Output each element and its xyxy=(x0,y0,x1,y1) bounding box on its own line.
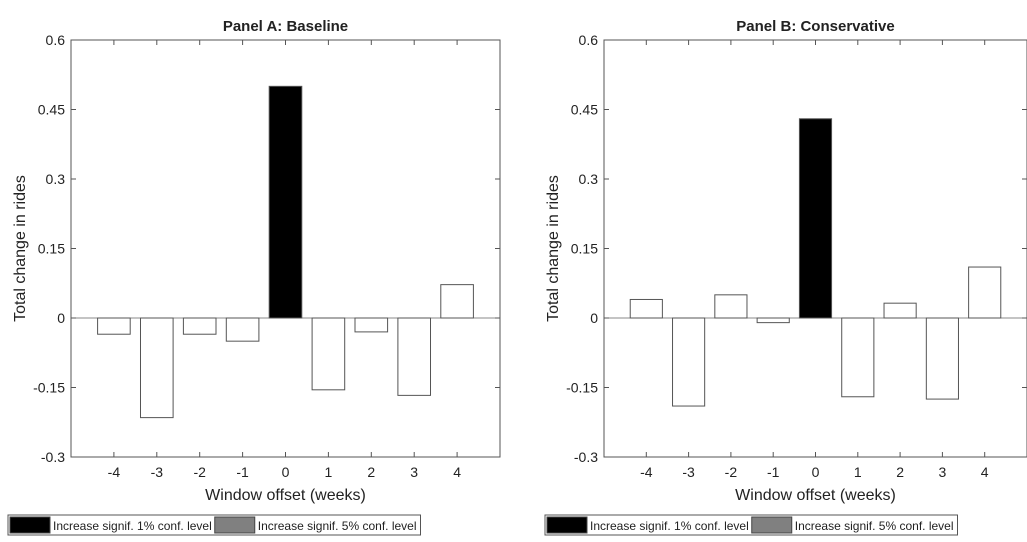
x-tick-label: 4 xyxy=(981,464,989,480)
y-tick-label: -0.3 xyxy=(41,449,65,465)
bar-week--3 xyxy=(139,317,174,419)
bar-week-1 xyxy=(841,317,875,398)
x-tick-label: 3 xyxy=(410,464,418,480)
legend-label-1pct: Increase signif. 1% conf. level xyxy=(53,519,212,533)
y-tick-label: 0.15 xyxy=(571,241,598,257)
y-tick-label: -0.3 xyxy=(574,449,598,465)
x-tick-label: 2 xyxy=(896,464,904,480)
legend-swatch-1pct xyxy=(546,516,588,534)
bar-week--4 xyxy=(97,317,131,335)
x-tick-label: -4 xyxy=(108,464,121,480)
y-tick-label: -0.15 xyxy=(566,380,598,396)
legend-swatch-1pct xyxy=(9,516,51,534)
x-tick-label: -4 xyxy=(640,464,653,480)
x-tick-label: 0 xyxy=(812,464,820,480)
bar-week--4 xyxy=(629,298,663,319)
bar-week-2 xyxy=(883,302,917,319)
x-tick-label: 4 xyxy=(453,464,461,480)
x-tick-label: 2 xyxy=(367,464,375,480)
legend-label-5pct: Increase signif. 5% conf. level xyxy=(795,519,954,533)
x-tick-label: 3 xyxy=(939,464,947,480)
y-tick-label: 0.3 xyxy=(46,171,66,187)
chart-panel-a: -0.3 -0.15 0 0.15 0.3 0.45 0.6 -4 -3 -2 -1 0 1 2 3 4 Pan… xyxy=(7,18,501,536)
legend: Increase signif. 1% conf. level Increase … xyxy=(544,514,958,536)
x-axis-label: Window offset (weeks) xyxy=(205,487,366,504)
y-tick-label: 0.45 xyxy=(38,102,65,118)
x-tick-label: -1 xyxy=(767,464,780,480)
legend-label-5pct: Increase signif. 5% conf. level xyxy=(258,519,417,533)
y-tick-label: 0 xyxy=(590,310,598,326)
y-tick-label: 0.3 xyxy=(579,171,599,187)
bar-week-1 xyxy=(311,317,346,391)
y-tick-label: 0.15 xyxy=(38,241,65,257)
y-tick-label: -0.15 xyxy=(33,380,65,396)
x-tick-label: -2 xyxy=(193,464,206,480)
y-axis-label: Total change in rides xyxy=(545,175,562,322)
bar-week--1 xyxy=(756,317,790,324)
legend: Increase signif. 1% conf. level Increase … xyxy=(7,514,421,536)
y-tick-label: 0.45 xyxy=(571,102,598,118)
y-axis-label: Total change in rides xyxy=(12,175,29,322)
bar-week-2 xyxy=(354,317,389,333)
panel-title: Panel B: Conservative xyxy=(736,18,894,35)
x-tick-label: 1 xyxy=(854,464,862,480)
x-tick-label: 1 xyxy=(325,464,333,480)
y-tick-label: 0 xyxy=(57,310,65,326)
x-tick-label: -2 xyxy=(725,464,738,480)
bar-week--1 xyxy=(225,317,260,342)
legend-swatch-5pct xyxy=(214,516,256,534)
x-tick-label: -1 xyxy=(236,464,249,480)
bar-week-3 xyxy=(397,317,432,396)
x-tick-label: -3 xyxy=(151,464,164,480)
panel-title: Panel A: Baseline xyxy=(223,18,348,35)
legend-label-1pct: Increase signif. 1% conf. level xyxy=(590,519,749,533)
x-tick-label: 0 xyxy=(282,464,290,480)
bar-week-3 xyxy=(925,317,959,400)
bar-week--2 xyxy=(714,294,748,319)
y-tick-label: 0.6 xyxy=(579,32,599,48)
x-axis-label: Window offset (weeks) xyxy=(735,487,896,504)
bar-week-4 xyxy=(440,284,474,319)
bar-week-0 xyxy=(268,85,303,319)
y-tick-label: 0.6 xyxy=(46,32,66,48)
chart-panel-b: -0.3 -0.15 0 0.15 0.3 0.45 0.6 -4 -3 -2 -1 0 1 2 3 4 Pan… xyxy=(544,18,1027,536)
bar-week-4 xyxy=(968,266,1002,319)
x-tick-label: -3 xyxy=(682,464,695,480)
legend-swatch-5pct xyxy=(751,516,793,534)
bar-week-0 xyxy=(798,118,833,319)
bar-week--3 xyxy=(672,317,706,407)
bar-week--2 xyxy=(182,317,217,335)
